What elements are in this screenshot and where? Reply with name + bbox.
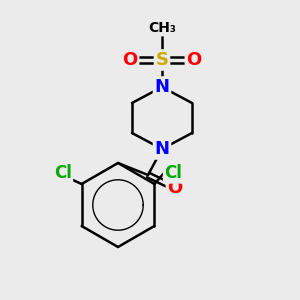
Text: N: N (154, 78, 169, 96)
Text: O: O (167, 179, 183, 197)
Text: O: O (122, 51, 138, 69)
Text: Cl: Cl (164, 164, 182, 182)
Text: Cl: Cl (54, 164, 71, 182)
Text: CH₃: CH₃ (148, 21, 176, 35)
Text: S: S (155, 51, 169, 69)
Text: N: N (154, 140, 169, 158)
Text: O: O (186, 51, 202, 69)
